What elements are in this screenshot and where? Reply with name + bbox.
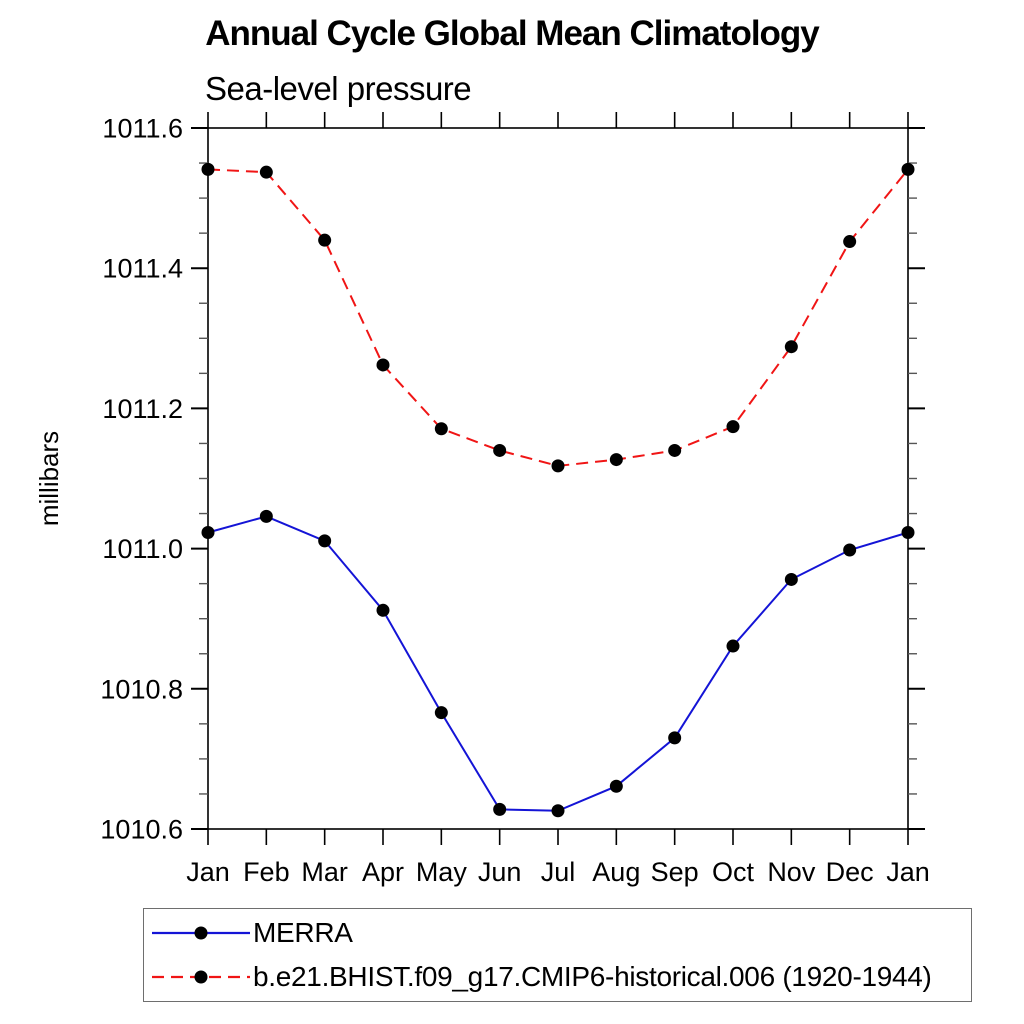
data-point-marker [843,543,857,557]
chart-subtitle: Sea-level pressure [205,70,472,107]
data-point-marker [901,525,915,539]
data-point-marker [201,162,215,176]
legend-box: MERRA b.e21.BHIST.f09_g17.CMIP6-historic… [143,908,972,1002]
data-point-marker [843,235,857,249]
series-cmip6-historical [201,162,915,473]
x-tick-label: Jan [186,857,230,887]
x-tick-label: Feb [243,857,290,887]
data-point-marker [901,162,915,176]
data-point-marker [493,802,507,816]
x-tick-label: Sep [651,857,699,887]
x-tick-label: Jun [478,857,522,887]
x-tick-label: Dec [826,857,874,887]
data-point-marker [609,779,623,793]
x-tick-label: Aug [592,857,640,887]
data-point-marker [318,233,332,247]
chart-title: Annual Cycle Global Mean Climatology [205,14,820,53]
y-tick-label: 1010.8 [100,674,183,704]
legend-label-cmip6-historical: b.e21.BHIST.f09_g17.CMIP6-historical.006… [253,961,932,992]
data-point-marker [201,525,215,539]
y-tick-label: 1011.6 [102,113,183,143]
series-merra [201,509,915,818]
data-point-marker [668,443,682,457]
x-tick-label: Nov [767,857,816,887]
x-tick-label: May [416,857,468,887]
x-tick-label: Mar [301,857,348,887]
legend-line-sample-dashed [152,970,250,984]
data-point-marker [668,731,682,745]
legend-item-merra: MERRA [144,911,971,955]
x-tick-label: Jan [886,857,930,887]
y-tick-label: 1011.2 [102,394,183,424]
y-axis-title: millibars [34,431,64,526]
data-point-marker [609,453,623,467]
data-point-marker [493,443,507,457]
axes: 1010.6 1010.8 1011.0 1011.2 1011.4 1011.6 Jan F… [34,112,930,887]
data-point-marker [434,706,448,720]
legend-item-cmip6-historical: b.e21.BHIST.f09_g17.CMIP6-historical.006… [144,955,971,999]
data-point-marker [784,340,798,354]
series-line [207,515,909,812]
data-point-marker [551,459,565,473]
data-point-marker [376,603,390,617]
data-point-marker [376,358,390,372]
y-tick-label: 1011.4 [102,254,183,284]
data-point-marker [318,534,332,548]
data-point-marker [784,572,798,586]
data-point-marker [726,420,740,434]
legend-label-merra: MERRA [253,917,353,948]
data-point-marker [551,804,565,818]
x-tick-label: Apr [362,857,404,887]
plot-frame [207,127,909,830]
y-tick-label: 1011.0 [102,534,183,564]
x-tick-label: Oct [712,857,755,887]
data-point-marker [434,422,448,436]
series-line [207,168,909,467]
y-tick-label: 1010.6 [100,814,183,844]
legend-line-sample-solid [152,926,250,940]
data-point-marker [259,165,273,179]
data-point-marker [259,509,273,523]
x-tick-label: Jul [541,857,576,887]
data-point-marker [726,639,740,653]
